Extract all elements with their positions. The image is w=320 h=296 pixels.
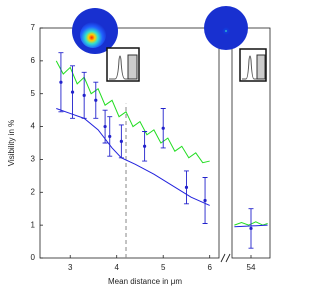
- data-point: [119, 139, 123, 143]
- insets: [72, 6, 267, 82]
- axis-break-gap: [220, 254, 231, 262]
- data-point: [203, 198, 207, 203]
- axes-box: [39, 27, 220, 259]
- data-point: [143, 144, 147, 148]
- y-tick-label: 6: [31, 56, 36, 65]
- data-point: [94, 98, 98, 102]
- plot: 0 1 2 3 4 5 6 7 3 4 5 6 54: [31, 23, 271, 272]
- inset-curve: [109, 55, 130, 80]
- data-point: [82, 93, 86, 97]
- inset-curve: [242, 55, 258, 80]
- x-tick-label: 5: [161, 263, 166, 272]
- inset-slit: [127, 54, 138, 80]
- x-tick-label: 6: [207, 263, 212, 272]
- data-point: [249, 226, 253, 231]
- inset-slit: [256, 54, 266, 80]
- x-tick-label: 3: [68, 263, 73, 272]
- inset-spot: [80, 22, 106, 48]
- data-point: [184, 185, 189, 189]
- chart: Visibility in % Mean distance in μm 0 1 2 3…: [7, 6, 271, 286]
- y-tick-label: 4: [31, 122, 36, 131]
- y-tick-label: 0: [31, 253, 36, 262]
- data-point: [59, 80, 63, 84]
- inset-spot: [222, 27, 230, 35]
- y-tick-label: 7: [31, 23, 36, 32]
- data-point: [108, 134, 112, 139]
- x-tick-label: 4: [114, 263, 119, 272]
- y-tick-label: 5: [31, 89, 36, 98]
- data-point: [103, 124, 107, 129]
- data-point: [161, 126, 165, 130]
- line: [55, 60, 210, 164]
- data-point: [70, 90, 75, 94]
- y-tick-label: 1: [31, 220, 36, 229]
- y-axis-label: Visibility in %: [7, 120, 16, 167]
- y-tick-label: 2: [31, 187, 36, 196]
- axis-break: [220, 253, 231, 263]
- x-tick-label: 54: [247, 263, 256, 272]
- x-axis-label: Mean distance in μm: [108, 277, 182, 286]
- y-tick-label: 3: [31, 155, 36, 164]
